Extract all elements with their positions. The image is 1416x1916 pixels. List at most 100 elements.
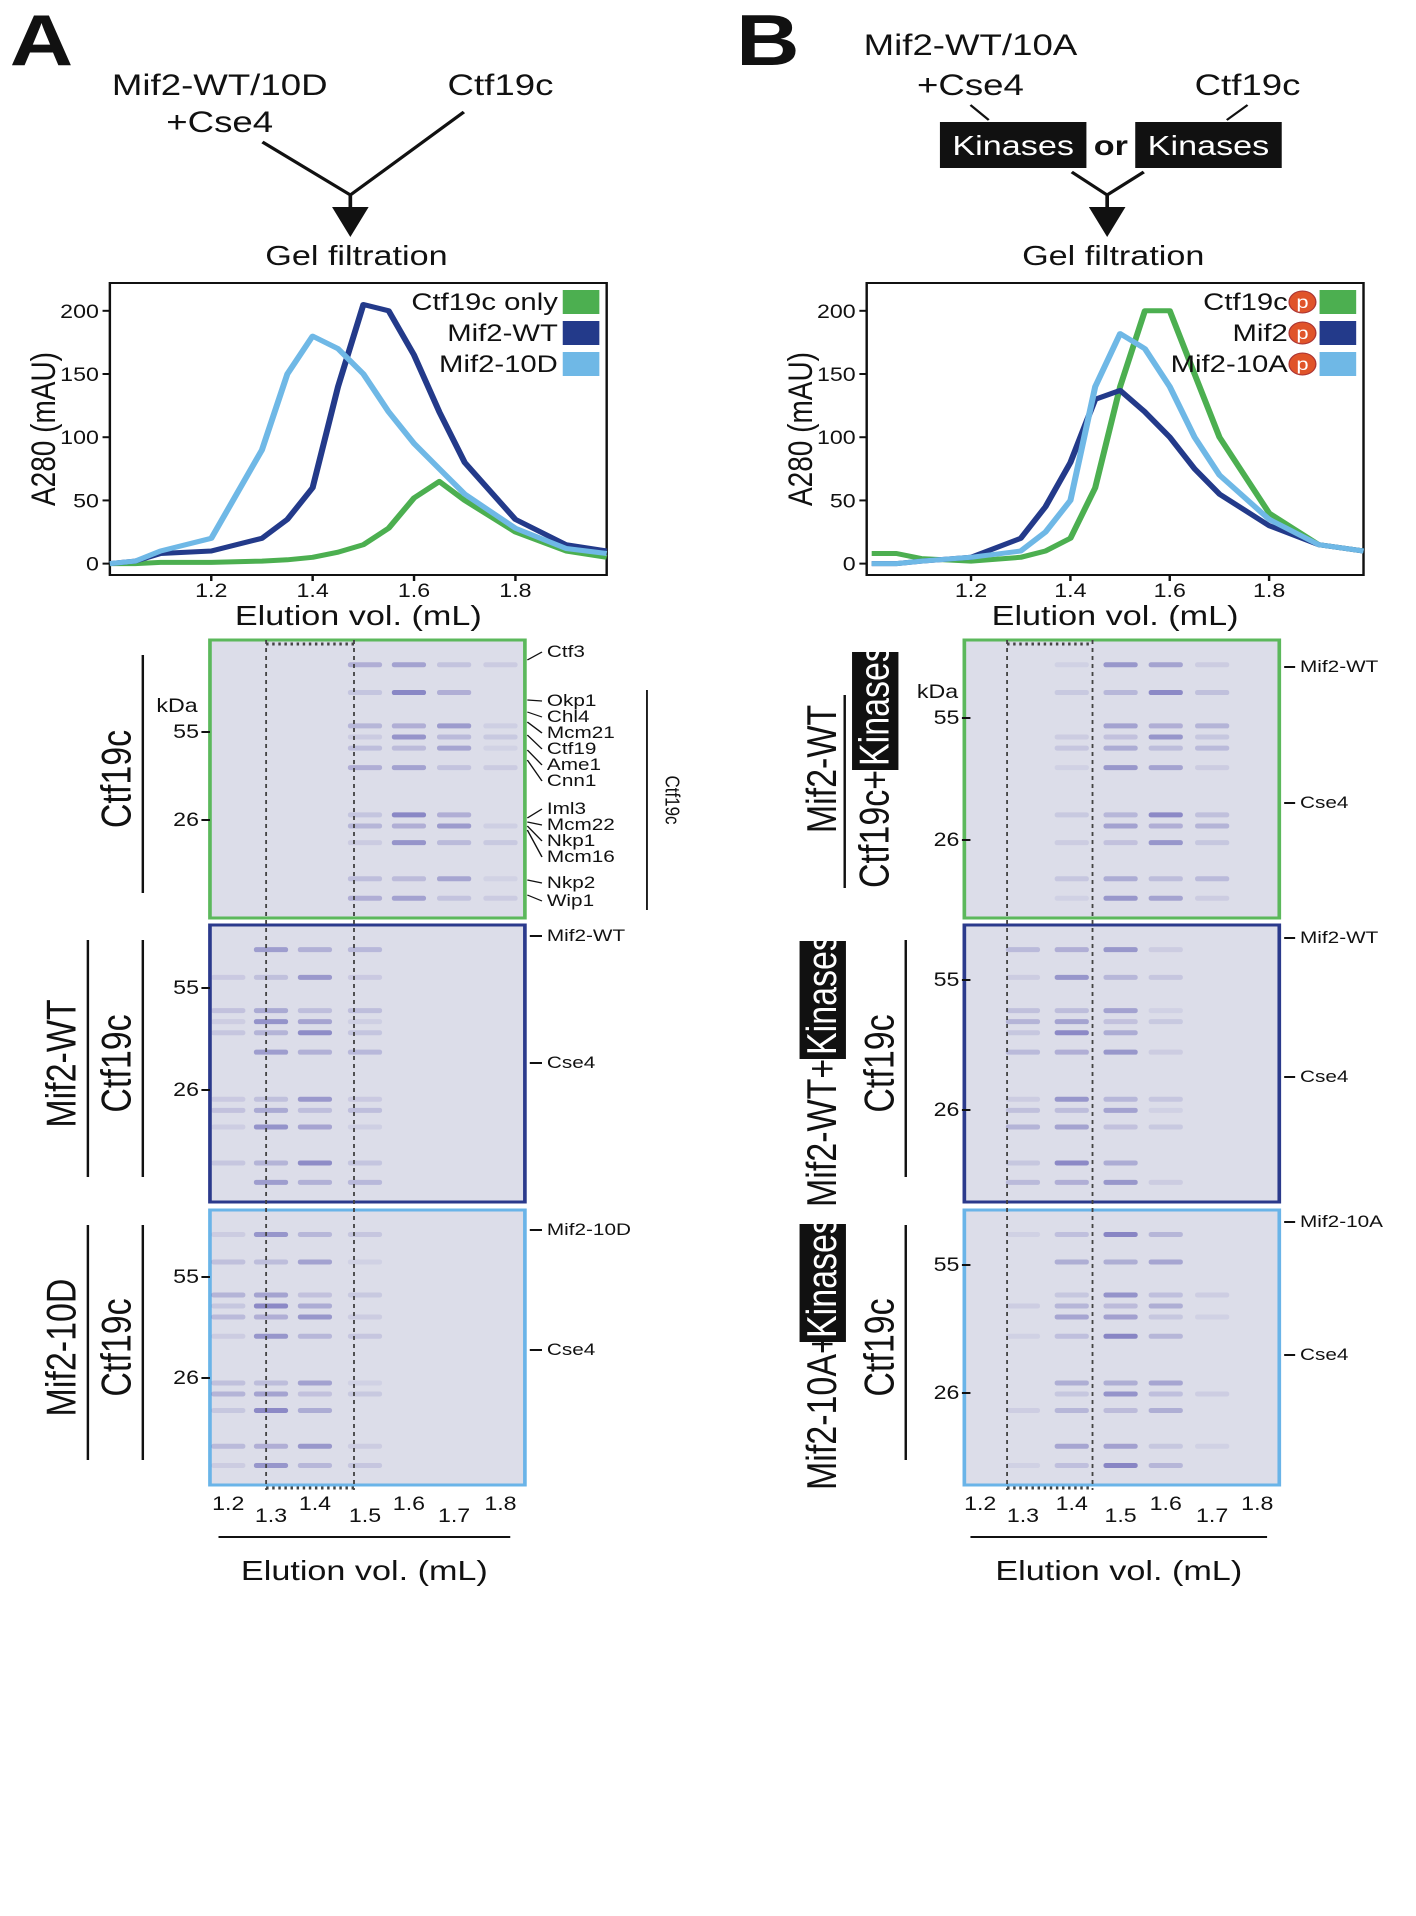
gel-band (483, 895, 518, 901)
gel-band (297, 1303, 333, 1309)
kda-marker: 26 (173, 1080, 199, 1101)
gel-band (391, 812, 427, 818)
gel-band (1005, 1008, 1041, 1014)
gel-band (1148, 1096, 1183, 1102)
lane-label: 1.6 (393, 1494, 425, 1515)
gel-band (1103, 1019, 1138, 1025)
kda-marker: 55 (173, 722, 199, 743)
gel-band (347, 1124, 383, 1130)
gel-band (1054, 745, 1089, 751)
gel-band (1054, 812, 1089, 818)
gel-band (1005, 1408, 1041, 1413)
gel-band (1195, 1443, 1230, 1449)
gel-band (347, 1292, 383, 1298)
gel-band (1103, 1049, 1138, 1055)
lane-label: 1.7 (1196, 1506, 1228, 1527)
protein-label: Mcm16 (547, 848, 615, 867)
gel-band (1005, 947, 1041, 953)
gel-band (391, 765, 427, 771)
gel (208, 638, 527, 920)
gel-band (391, 734, 427, 740)
legend-swatch (562, 321, 600, 345)
arrow (261, 110, 466, 222)
gel (962, 1208, 1282, 1487)
connector (969, 104, 1249, 121)
protein-connector (526, 808, 543, 819)
gel-band (211, 1259, 246, 1265)
gel-band (1103, 974, 1138, 980)
gel-band (1148, 947, 1183, 953)
gel-band (1103, 1391, 1138, 1397)
protein-label: Okp1 (547, 692, 597, 711)
protein-label: Ctf3 (547, 643, 585, 662)
gel-band (347, 876, 383, 882)
x-tick-label: 1.8 (1253, 581, 1285, 602)
gel-band (1148, 1463, 1183, 1468)
gel-band (1148, 974, 1183, 980)
gel-band (1195, 723, 1230, 729)
gel-band (211, 1030, 246, 1036)
gel-band (347, 947, 383, 953)
protein-label: Wip1 (547, 892, 594, 911)
gel-band (1005, 1096, 1041, 1102)
side-label: Mif2-10D (40, 1279, 86, 1417)
gel-band (1195, 1391, 1230, 1397)
gel-band (1054, 1008, 1089, 1014)
gel-band (1054, 947, 1089, 953)
protein-label: Iml3 (547, 800, 586, 819)
gel-band (1054, 840, 1089, 846)
legend-swatch (562, 290, 600, 314)
gel-band (253, 1292, 289, 1298)
gel-band (437, 745, 472, 751)
gel-band (1195, 662, 1230, 668)
gel-band (347, 690, 383, 696)
protein-label: Mif2-10D (547, 1221, 631, 1240)
gel-band (1148, 745, 1183, 751)
gel (962, 923, 1282, 1204)
lane-label: 1.3 (1007, 1506, 1039, 1527)
scheme-text: +Cse4 (917, 69, 1024, 102)
gel-band (1005, 1124, 1041, 1130)
protein-connector (526, 721, 543, 734)
gel-band (253, 1303, 289, 1309)
kda-marker: 55 (173, 978, 199, 999)
protein-connector (527, 894, 543, 902)
gel-band (253, 1380, 289, 1386)
x-tick-label: 1.2 (955, 581, 987, 602)
gel-band (1103, 947, 1138, 953)
gel-band (211, 1019, 246, 1025)
plot-frame (108, 282, 608, 576)
gel-band (1195, 1292, 1230, 1298)
gel-band (297, 1049, 333, 1055)
gel-band (253, 974, 289, 980)
kda-unit: kDa (917, 682, 958, 703)
protein-connector (527, 711, 543, 718)
scheme-text: Mif2-WT/10A (864, 29, 1078, 62)
gel-band (1103, 1380, 1138, 1386)
protein-connector (527, 879, 543, 884)
data-line (109, 479, 608, 567)
kda-marker: 26 (173, 810, 199, 831)
gel-band (1054, 1314, 1089, 1320)
gel-band (253, 1232, 289, 1237)
gel-band (437, 690, 472, 696)
kda-marker: 55 (934, 1255, 960, 1276)
gel-band (1103, 1303, 1138, 1309)
gel-band (347, 1314, 383, 1320)
gel-band (347, 723, 383, 729)
gel-band (1195, 840, 1230, 846)
gel-band (347, 1232, 383, 1237)
protein-label: Cse4 (547, 1341, 595, 1360)
gel-band (347, 840, 383, 846)
kda-marker: 55 (934, 970, 960, 991)
y-tick-label: 100 (60, 428, 99, 449)
kda-marker: 55 (173, 1267, 199, 1288)
gel-band (1148, 823, 1183, 829)
gel-band (1148, 876, 1183, 882)
gel-band (1054, 662, 1089, 668)
protein-label: Cse4 (1300, 1346, 1348, 1365)
gel-band (347, 1049, 383, 1055)
